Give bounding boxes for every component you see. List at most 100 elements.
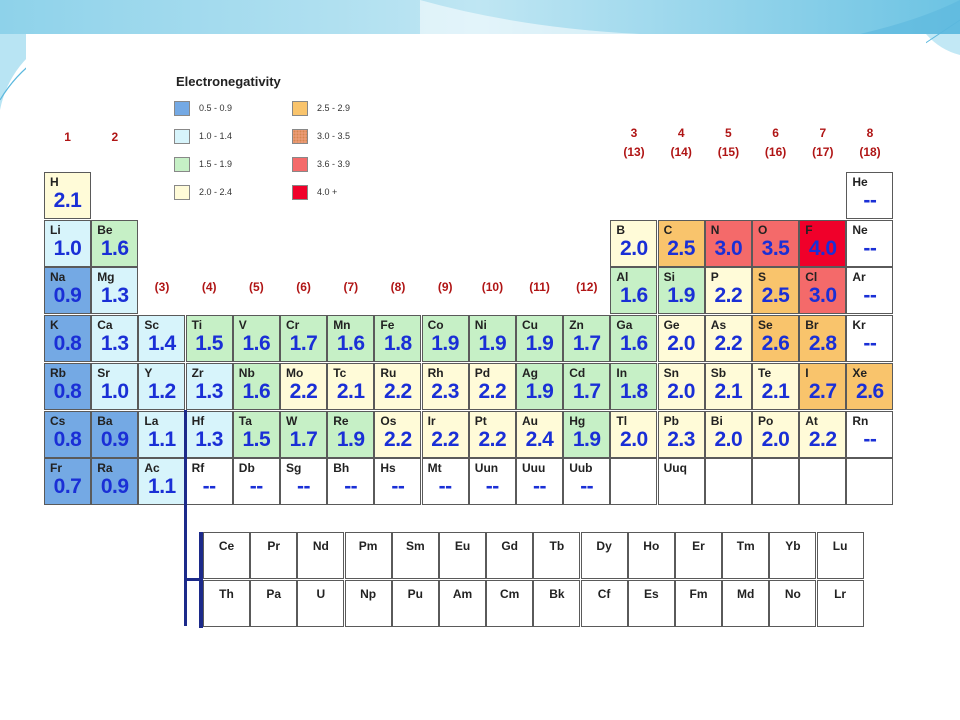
element-symbol: Cu xyxy=(522,318,538,333)
electronegativity-value: -- xyxy=(533,475,547,499)
element-cell-te: Te 2.1 xyxy=(752,362,799,410)
element-cell-fr: Fr 0.7 xyxy=(44,458,91,506)
element-symbol: Pt xyxy=(474,413,487,428)
group-number-iupac: (13) xyxy=(623,145,645,159)
group-label: (4) xyxy=(189,278,229,297)
element-symbol: Ac xyxy=(144,461,160,476)
electronegativity-value: 1.9 xyxy=(525,332,554,356)
empty-cell xyxy=(610,458,658,506)
f-block-connector-lanthanide xyxy=(184,578,202,581)
element-symbol: Ho xyxy=(643,539,660,553)
element-symbol: Pu xyxy=(407,587,423,601)
group-number: (6) xyxy=(296,280,311,294)
element-cell-la: La 1.1 xyxy=(138,410,186,458)
element-cell-o: O 3.5 xyxy=(752,219,799,267)
element-symbol: U xyxy=(316,587,326,601)
electronegativity-value: 2.5 xyxy=(761,284,790,308)
element-symbol: B xyxy=(616,222,626,237)
electronegativity-value: 2.7 xyxy=(808,379,837,403)
electronegativity-value: 1.9 xyxy=(478,332,507,356)
element-symbol: Na xyxy=(50,270,66,285)
element-symbol: Ag xyxy=(522,365,538,380)
group-label: 7 (17) xyxy=(803,124,843,162)
element-symbol: Am xyxy=(452,587,473,601)
group-number: 5 xyxy=(725,126,732,140)
element-symbol: Ti xyxy=(191,318,203,333)
f-block-cell-am: Am xyxy=(439,580,486,627)
electronegativity-value: 1.3 xyxy=(100,332,129,356)
element-symbol: Cl xyxy=(805,270,818,285)
element-cell-mt: Mt -- xyxy=(421,458,469,506)
element-symbol: Uuq xyxy=(663,461,687,476)
element-symbol: He xyxy=(852,175,868,189)
element-symbol: Tc xyxy=(333,365,347,380)
electronegativity-value: -- xyxy=(344,475,358,499)
empty-cell xyxy=(752,458,799,506)
element-symbol: Li xyxy=(50,222,61,237)
electronegativity-value: 2.2 xyxy=(384,427,412,451)
element-symbol: Mo xyxy=(286,365,304,380)
element-symbol: Bi xyxy=(710,413,723,428)
electronegativity-value: -- xyxy=(249,475,264,499)
f-block-cell-pr: Pr xyxy=(250,532,298,579)
electronegativity-value: 1.1 xyxy=(148,475,176,499)
group-label: (6) xyxy=(284,278,324,297)
f-block-cell-er: Er xyxy=(675,532,722,579)
element-symbol: Rf xyxy=(191,461,205,476)
element-symbol: Re xyxy=(333,413,349,428)
electronegativity-value: 0.8 xyxy=(53,332,82,356)
element-cell-rf: Rf -- xyxy=(185,458,233,506)
element-symbol: Y xyxy=(144,365,153,380)
group-number: 4 xyxy=(677,126,685,140)
element-cell-pt: Pt 2.2 xyxy=(468,410,516,458)
electronegativity-value: 1.6 xyxy=(336,332,365,356)
element-symbol: Ar xyxy=(852,270,866,285)
electronegativity-value: 1.8 xyxy=(384,332,412,356)
element-symbol: I xyxy=(805,365,809,380)
electronegativity-value: 2.2 xyxy=(714,284,743,308)
element-symbol: O xyxy=(758,222,768,237)
element-symbol: Mt xyxy=(427,461,442,476)
element-symbol: Ir xyxy=(427,413,436,428)
element-symbol: Cd xyxy=(569,365,586,380)
f-block-cell-eu: Eu xyxy=(439,532,486,579)
electronegativity-value: 2.5 xyxy=(667,236,695,260)
f-block-cell-th: Th xyxy=(203,580,250,627)
element-cell-tl: Tl 2.0 xyxy=(610,410,658,458)
element-symbol: Lr xyxy=(834,587,847,601)
element-cell-sc: Sc 1.4 xyxy=(138,315,186,363)
electronegativity-value: 1.6 xyxy=(620,332,648,356)
group-number: (5) xyxy=(249,280,264,294)
electronegativity-value: 2.6 xyxy=(761,332,790,356)
legend-label: 2.5 - 2.9 xyxy=(317,103,351,113)
element-symbol: Br xyxy=(805,318,819,333)
electronegativity-value: 3.5 xyxy=(761,236,790,260)
element-cell-uub: Uub -- xyxy=(563,458,611,506)
electronegativity-value: 1.6 xyxy=(100,236,129,260)
element-symbol: Os xyxy=(380,413,397,428)
element-symbol: Hf xyxy=(191,413,205,428)
element-symbol: Ni xyxy=(474,318,487,333)
element-cell-mg: Mg 1.3 xyxy=(91,267,139,315)
element-symbol: Si xyxy=(663,270,675,285)
element-cell-uuu: Uuu -- xyxy=(516,458,563,506)
electronegativity-value: 1.0 xyxy=(53,236,82,260)
element-symbol: Zn xyxy=(569,318,584,333)
electronegativity-value: 1.9 xyxy=(572,427,601,451)
element-cell-hs: Hs -- xyxy=(374,458,422,506)
group-number: (11) xyxy=(529,280,550,294)
element-cell-ac: Ac 1.1 xyxy=(138,458,186,506)
element-symbol: Eu xyxy=(454,539,471,553)
electronegativity-value: 1.9 xyxy=(525,379,554,403)
group-number: 1 xyxy=(64,130,71,144)
f-block-cell-pm: Pm xyxy=(344,532,392,579)
element-cell-br: Br 2.8 xyxy=(799,315,847,363)
element-symbol: Xe xyxy=(852,365,868,380)
electronegativity-value: -- xyxy=(438,475,453,499)
element-symbol: Mg xyxy=(97,270,115,285)
element-cell-f: F 4.0 xyxy=(799,219,847,267)
element-symbol: P xyxy=(710,270,719,285)
element-cell-cs: Cs 0.8 xyxy=(44,410,91,458)
element-cell-as: As 2.2 xyxy=(704,315,752,363)
group-number: (4) xyxy=(201,280,217,294)
